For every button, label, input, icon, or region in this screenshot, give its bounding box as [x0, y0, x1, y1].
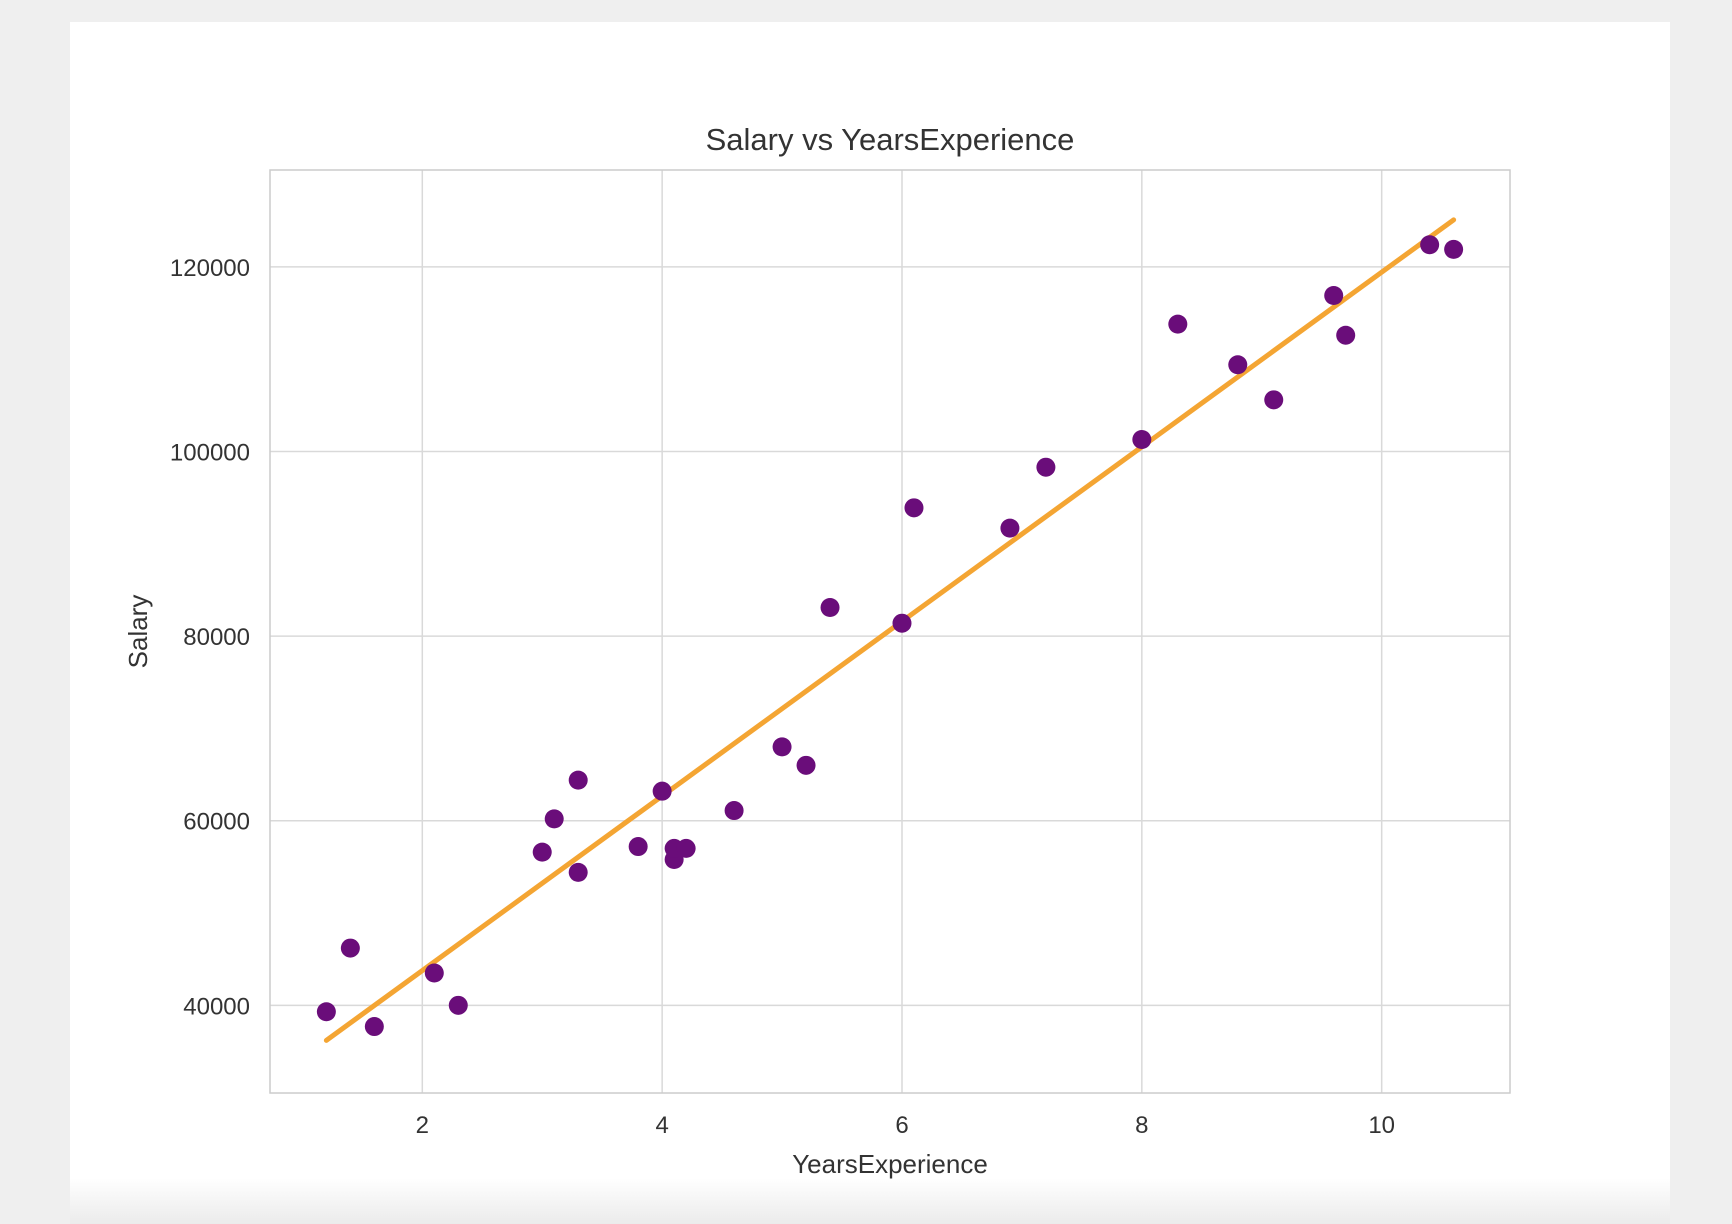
data-point	[820, 598, 840, 618]
y-axis-label: Salary	[123, 595, 153, 669]
x-tick-label: 4	[655, 1112, 668, 1139]
data-point	[1444, 239, 1464, 259]
data-point	[628, 837, 648, 857]
data-point	[772, 737, 792, 757]
data-point	[544, 809, 564, 829]
x-tick-label: 2	[416, 1112, 429, 1139]
y-tick-label: 100000	[170, 440, 250, 467]
data-point	[316, 1002, 336, 1022]
data-point	[1168, 314, 1188, 334]
data-point	[1420, 235, 1440, 255]
data-point	[796, 755, 816, 775]
data-point	[1000, 518, 1020, 538]
data-point	[568, 770, 588, 790]
figure-background	[70, 22, 1670, 1224]
chart-title: Salary vs YearsExperience	[706, 122, 1075, 157]
y-tick-label: 40000	[183, 993, 250, 1020]
data-point	[532, 842, 552, 862]
x-tick-label: 8	[1135, 1112, 1148, 1139]
x-axis-label: YearsExperience	[792, 1149, 988, 1179]
data-point	[676, 838, 696, 858]
data-point	[448, 995, 468, 1015]
x-tick-label: 10	[1368, 1112, 1395, 1139]
data-point	[1228, 355, 1248, 375]
y-tick-label: 60000	[183, 809, 250, 836]
y-tick-label: 80000	[183, 624, 250, 651]
data-point	[724, 801, 744, 821]
y-tick-label: 120000	[170, 255, 250, 282]
data-point	[340, 938, 360, 958]
plot-frame	[269, 169, 1511, 1094]
data-points	[316, 235, 1464, 1037]
data-point	[1324, 286, 1344, 306]
grid-lines	[270, 170, 1510, 1093]
x-tick-label: 6	[895, 1112, 908, 1139]
regression-line-layer	[323, 217, 1457, 1043]
data-point	[1036, 457, 1056, 477]
bottom-shadow	[70, 1178, 1670, 1224]
data-point	[652, 781, 672, 801]
tick-labels: 2 4 6 8 10 40000 60000 80000 100000 120000	[170, 255, 1395, 1139]
data-point	[1336, 325, 1356, 345]
data-point	[1264, 390, 1284, 410]
data-point	[904, 498, 924, 518]
data-point	[364, 1017, 384, 1037]
regression-line	[323, 217, 1457, 1043]
data-point	[892, 613, 912, 633]
data-point	[568, 862, 588, 882]
data-point	[424, 963, 444, 983]
data-point	[1132, 430, 1152, 450]
